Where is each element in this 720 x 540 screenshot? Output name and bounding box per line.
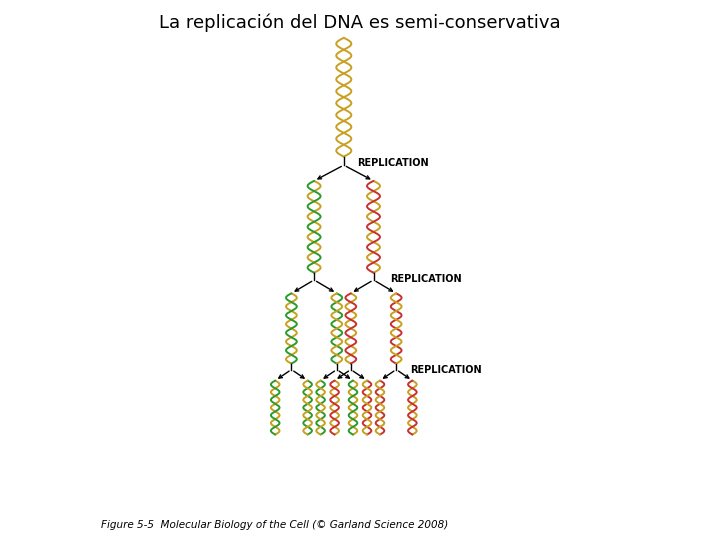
Text: Figure 5-5  Molecular Biology of the Cell (© Garland Science 2008): Figure 5-5 Molecular Biology of the Cell… xyxy=(101,520,448,530)
Text: La replicación del DNA es semi-conservativa: La replicación del DNA es semi-conservat… xyxy=(159,14,561,32)
Text: REPLICATION: REPLICATION xyxy=(390,274,462,284)
Text: REPLICATION: REPLICATION xyxy=(410,365,481,375)
Text: REPLICATION: REPLICATION xyxy=(357,158,429,168)
